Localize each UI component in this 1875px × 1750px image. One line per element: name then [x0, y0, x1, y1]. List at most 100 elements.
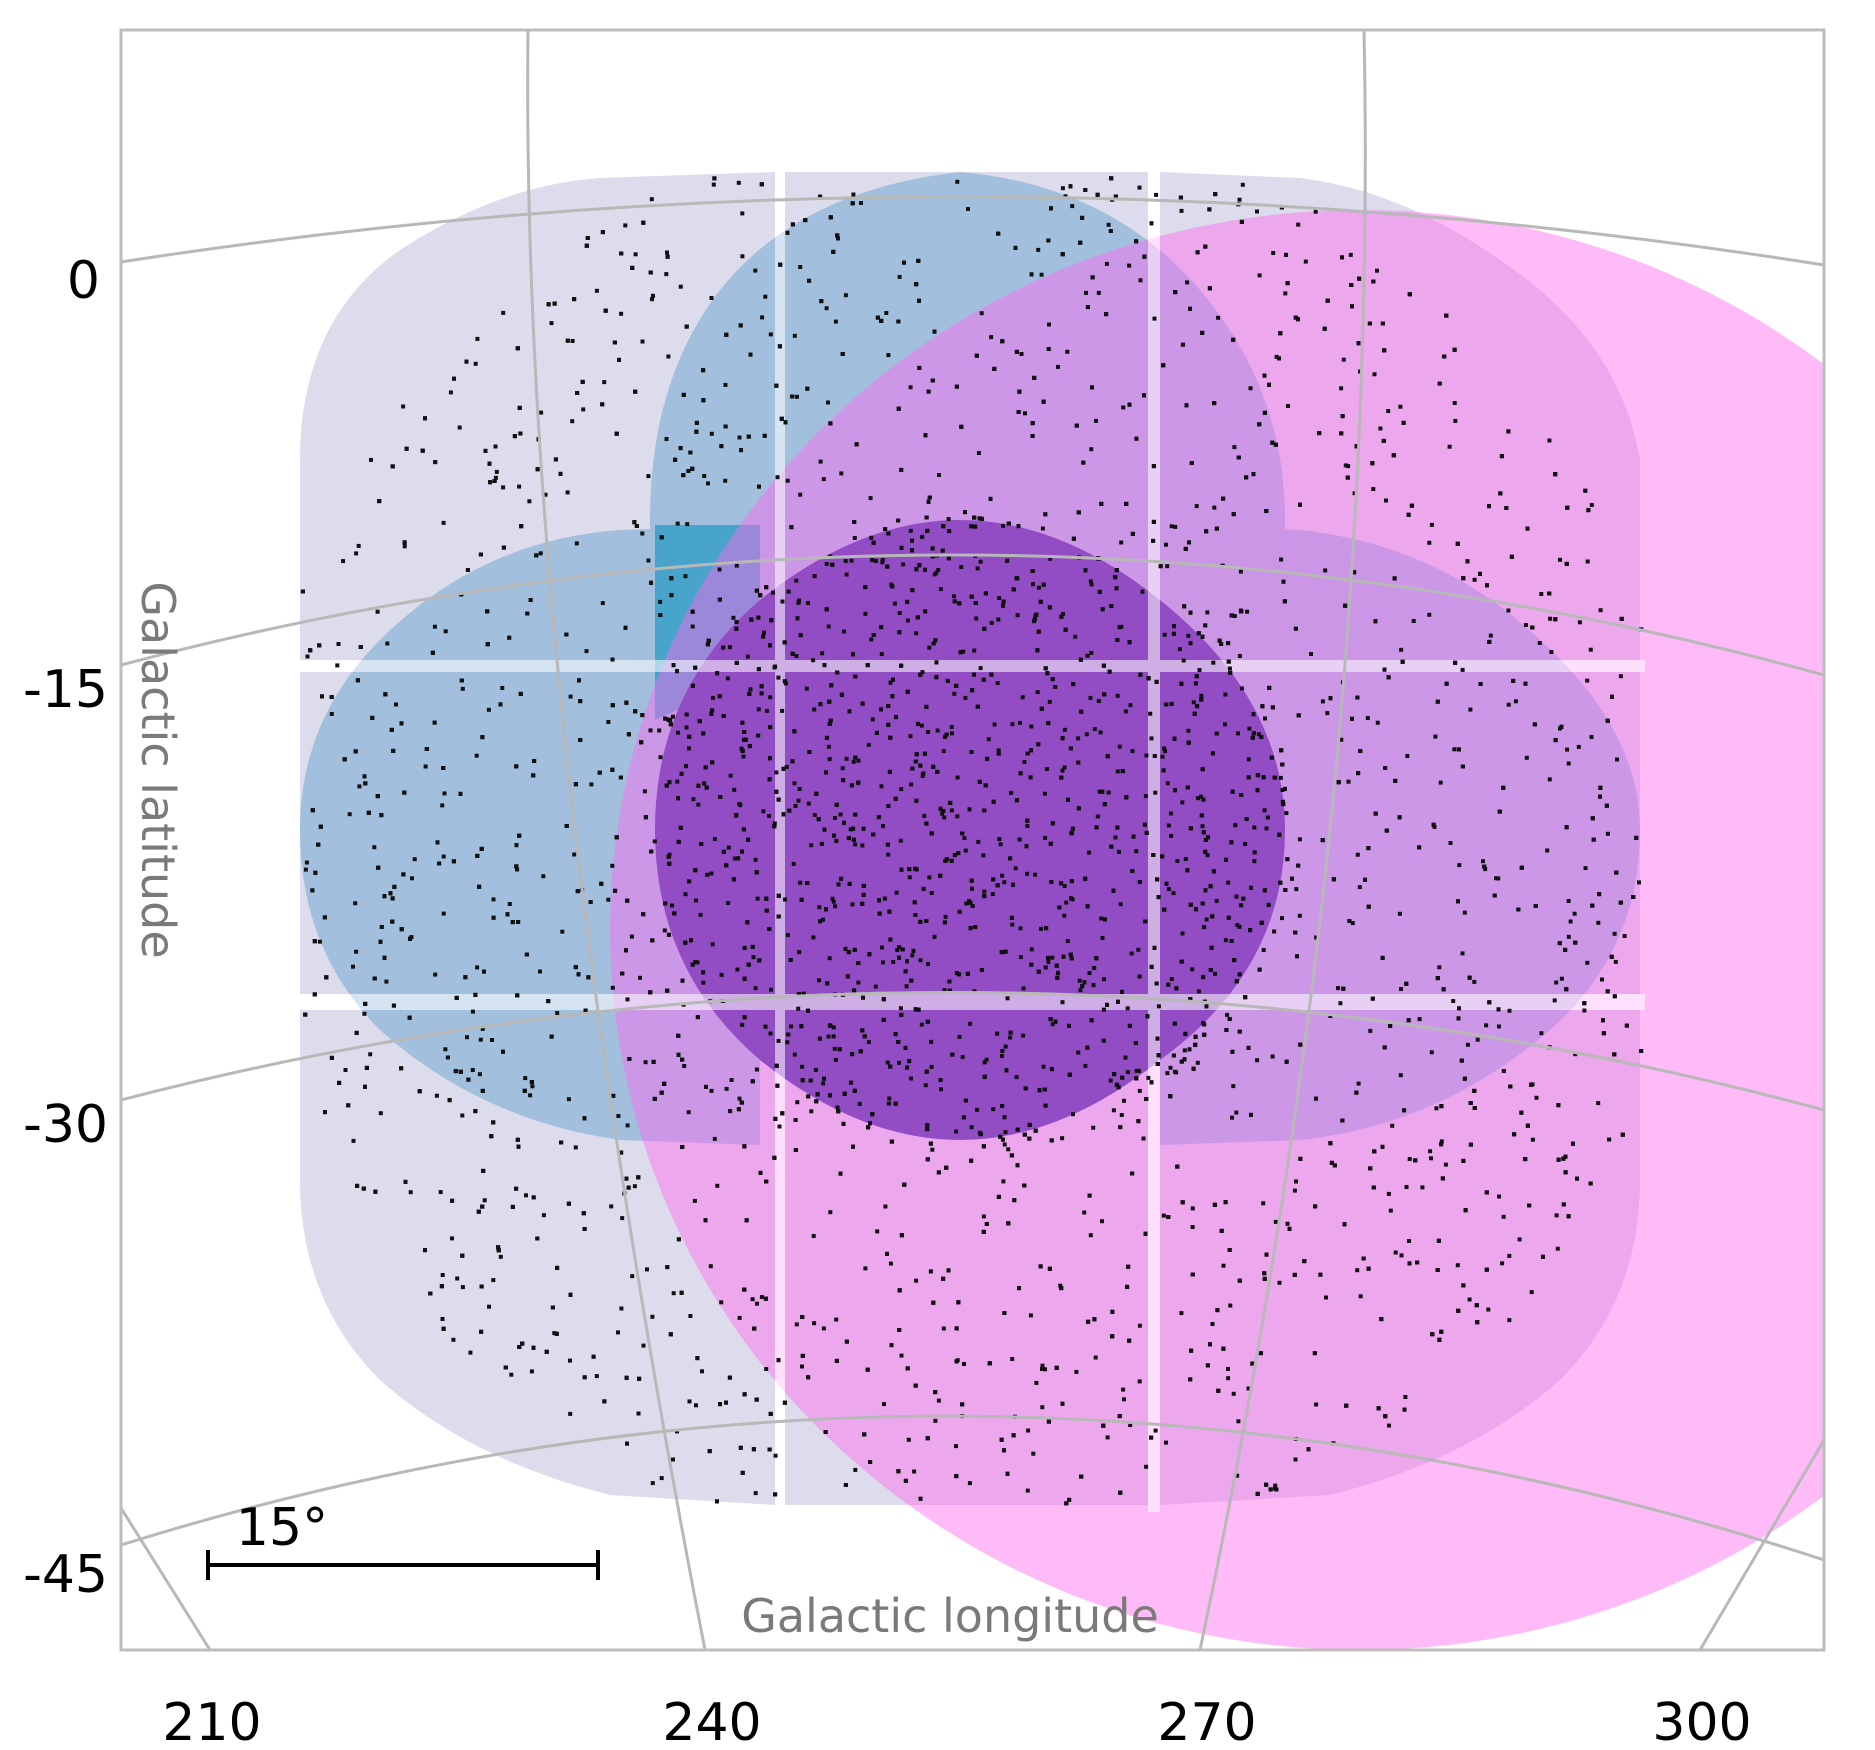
source-point: [809, 1109, 814, 1114]
source-point: [1064, 1501, 1069, 1506]
source-point: [1023, 1086, 1028, 1091]
source-point: [841, 1121, 846, 1126]
source-point: [487, 461, 492, 466]
source-point: [1404, 1185, 1409, 1189]
source-point: [1003, 1044, 1008, 1049]
source-point: [723, 424, 728, 429]
source-point: [1407, 292, 1412, 297]
source-point: [1547, 777, 1552, 782]
source-point: [300, 589, 305, 594]
source-point: [1355, 695, 1360, 700]
source-point: [1558, 557, 1562, 562]
source-point: [639, 740, 644, 745]
source-point: [835, 233, 840, 238]
source-point: [354, 551, 359, 556]
source-point: [1397, 911, 1402, 916]
source-point: [1387, 1423, 1391, 1428]
source-point: [847, 709, 852, 714]
source-point: [356, 543, 361, 548]
source-point: [1019, 352, 1024, 356]
source-point: [1554, 1213, 1559, 1218]
source-point: [438, 1190, 443, 1195]
source-point: [767, 927, 772, 931]
source-point: [682, 1064, 687, 1068]
source-point: [1257, 422, 1262, 427]
source-point: [1284, 1059, 1289, 1064]
source-point: [1524, 623, 1528, 627]
source-point: [927, 645, 932, 650]
source-point: [707, 1449, 712, 1454]
source-point: [1251, 712, 1256, 717]
source-point: [1071, 536, 1076, 541]
source-point: [501, 1049, 505, 1054]
source-point: [880, 560, 885, 565]
source-point: [320, 694, 324, 699]
source-point: [441, 766, 446, 770]
source-point: [1537, 641, 1542, 645]
source-point: [1111, 1108, 1116, 1113]
source-point: [979, 311, 984, 316]
source-point: [973, 601, 978, 605]
source-point: [1229, 939, 1234, 943]
source-point: [665, 254, 670, 259]
source-point: [676, 839, 681, 844]
source-point: [390, 896, 395, 901]
source-point: [1243, 842, 1248, 846]
source-point: [828, 1210, 833, 1215]
source-point: [1539, 592, 1544, 596]
source-point: [1188, 641, 1193, 646]
source-point: [1285, 281, 1290, 286]
source-point: [1035, 648, 1040, 653]
source-point: [684, 725, 689, 730]
source-point: [1506, 702, 1511, 707]
source-point: [528, 598, 533, 602]
source-point: [867, 952, 872, 957]
source-point: [839, 471, 844, 476]
source-point: [1492, 893, 1497, 898]
source-point: [1249, 885, 1253, 890]
source-point: [1025, 871, 1030, 876]
source-point: [858, 1049, 863, 1054]
source-point: [1193, 1034, 1198, 1039]
source-point: [636, 1411, 641, 1416]
source-point: [797, 950, 802, 955]
source-point: [1460, 764, 1465, 769]
source-point: [1080, 984, 1085, 989]
source-point: [952, 599, 957, 604]
source-point: [1127, 640, 1132, 645]
source-point: [1437, 965, 1442, 970]
source-point: [1486, 1307, 1491, 1312]
source-point: [774, 789, 779, 794]
source-point: [1620, 1132, 1625, 1137]
source-point: [555, 1265, 560, 1270]
source-point: [1134, 436, 1139, 441]
source-point: [1186, 633, 1191, 638]
source-point: [895, 948, 900, 953]
source-point: [1429, 522, 1434, 527]
source-point: [798, 492, 803, 497]
source-point: [991, 1107, 996, 1112]
source-point: [491, 897, 496, 902]
source-point: [478, 552, 483, 557]
source-point: [852, 536, 857, 540]
source-point: [1119, 1113, 1124, 1117]
source-point: [1111, 888, 1116, 893]
source-point: [960, 831, 965, 836]
source-point: [1402, 1108, 1407, 1113]
source-point: [1076, 1050, 1081, 1055]
source-point: [1582, 1001, 1587, 1006]
source-point: [1230, 789, 1235, 794]
source-point: [1444, 313, 1449, 318]
source-point: [606, 897, 611, 902]
source-point: [701, 731, 706, 736]
source-point: [1554, 980, 1559, 985]
source-point: [1290, 876, 1294, 881]
source-point: [679, 1290, 684, 1295]
source-point: [433, 972, 438, 977]
source-point: [1083, 568, 1088, 573]
source-point: [463, 975, 468, 980]
source-point: [1124, 501, 1129, 506]
source-point: [378, 1111, 383, 1116]
source-point: [1553, 738, 1558, 743]
source-point: [1262, 1276, 1267, 1281]
